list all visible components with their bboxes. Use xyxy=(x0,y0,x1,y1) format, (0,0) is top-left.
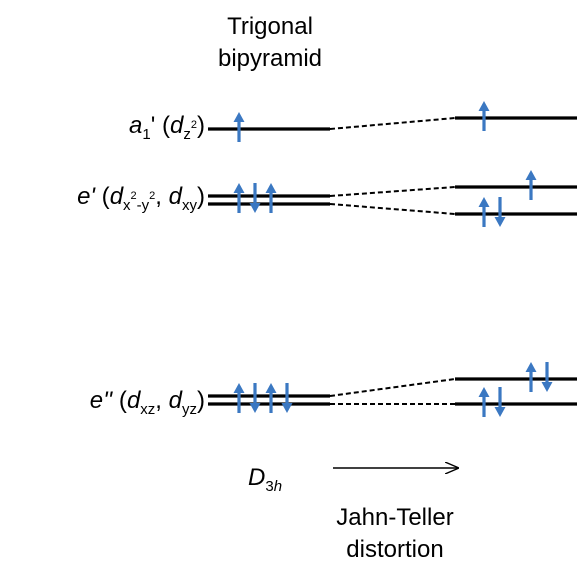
label-e-prime: e' (dx2-y2, dxy) xyxy=(77,183,205,214)
point-group-label: D3h xyxy=(248,464,282,495)
electron-up-arrow xyxy=(233,112,245,142)
correlation-a1 xyxy=(329,117,456,130)
electron-down-arrow xyxy=(494,387,506,417)
header-line1: Trigonal xyxy=(227,13,313,40)
electron-up-arrow xyxy=(478,101,490,131)
electron-down-arrow xyxy=(249,383,261,413)
correlation-e-prime-lower xyxy=(329,203,456,215)
header-line2: bipyramid xyxy=(218,45,322,72)
electron-up-arrow xyxy=(265,383,277,413)
electron-up-arrow xyxy=(233,183,245,213)
correlation-e-dprime-upper xyxy=(329,378,456,397)
electron-down-arrow xyxy=(541,362,553,392)
process-label-line1: Jahn-Teller xyxy=(336,504,453,531)
electron-up-arrow xyxy=(525,362,537,392)
label-e-double-prime: e'' (dxz, dyz) xyxy=(90,387,205,418)
electron-up-arrow xyxy=(233,383,245,413)
electron-down-arrow xyxy=(494,197,506,227)
electron-up-arrow xyxy=(478,387,490,417)
electron-down-arrow xyxy=(249,183,261,213)
correlation-e-prime-upper xyxy=(329,186,456,197)
electron-up-arrow xyxy=(265,183,277,213)
electron-down-arrow xyxy=(281,383,293,413)
electron-up-arrow xyxy=(525,170,537,200)
process-label-line2: distortion xyxy=(346,536,443,562)
label-a1: a1' (dz2) xyxy=(129,112,205,143)
electron-layer xyxy=(233,101,553,417)
electron-up-arrow xyxy=(478,197,490,227)
